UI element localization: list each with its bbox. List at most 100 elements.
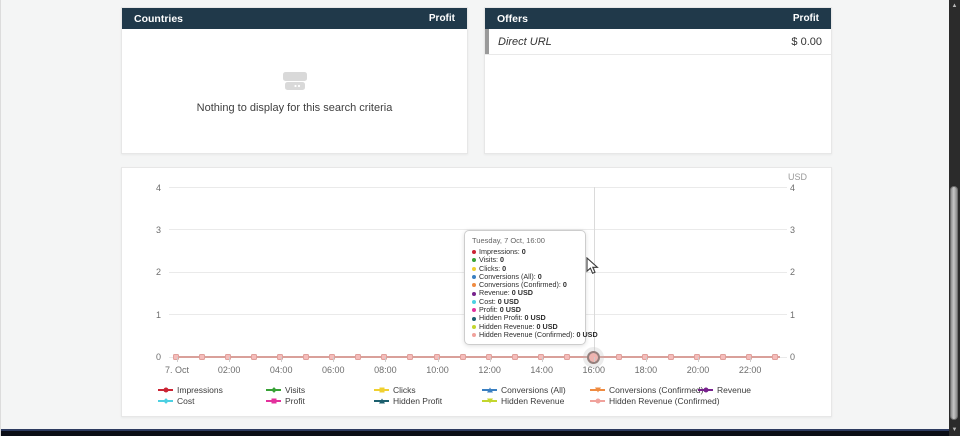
data-point-marker[interactable] xyxy=(667,353,674,360)
chart-legend: Impressions Visits Clicks Conversions (All)… xyxy=(158,385,806,406)
offer-row-accent-bar xyxy=(485,29,489,54)
legend-label: Visits xyxy=(285,385,306,395)
legend-item[interactable]: Hidden Profit xyxy=(374,396,482,406)
data-point-marker[interactable] xyxy=(225,353,232,360)
legend-item[interactable]: Clicks xyxy=(374,385,482,395)
data-point-marker[interactable] xyxy=(615,353,622,360)
data-point-marker[interactable] xyxy=(173,353,179,360)
data-point-marker[interactable] xyxy=(329,353,336,360)
legend-label: Hidden Revenue (Confirmed) xyxy=(609,396,720,406)
legend-item[interactable]: Hidden Revenue xyxy=(482,396,590,406)
legend-item[interactable]: Conversions (All) xyxy=(482,385,590,395)
data-point-marker[interactable] xyxy=(563,353,570,360)
data-point-marker[interactable] xyxy=(641,353,648,360)
tooltip-item: Conversions (All): 0 xyxy=(472,272,578,281)
tooltip-item: Revenue: 0 USD xyxy=(472,289,578,297)
y-axis-tick-label: 3 xyxy=(155,224,161,235)
y-axis-tick-label: 2 xyxy=(155,267,161,278)
tooltip-item: Hidden Revenue: 0 USD xyxy=(472,322,578,331)
scrollbar-thumb[interactable] xyxy=(950,186,958,420)
data-point-marker[interactable] xyxy=(511,353,518,360)
legend-item[interactable]: Cost xyxy=(158,396,266,406)
legend-triangle-down-marker-icon xyxy=(590,386,605,394)
legend-label: Conversions (Confirmed) xyxy=(609,385,704,395)
x-axis-tick-label: 7. Oct xyxy=(164,365,190,375)
x-axis-tick-label: 16:00 xyxy=(582,365,606,375)
y-axis-unit-label: USD xyxy=(788,172,808,182)
x-axis-tick xyxy=(541,357,543,362)
legend-item[interactable]: Revenue xyxy=(698,385,806,395)
x-axis-tick xyxy=(645,357,647,362)
data-point-marker[interactable] xyxy=(433,353,440,360)
empty-state-card-icon xyxy=(282,69,308,96)
countries-panel-header: Countries Profit xyxy=(122,8,467,29)
x-axis-tick-label: 08:00 xyxy=(374,365,397,375)
legend-circle-marker-icon xyxy=(158,386,173,394)
legend-triangle-marker-icon xyxy=(374,397,389,405)
scroll-up-icon[interactable]: ▲ xyxy=(951,3,958,9)
y-axis-tick-label: 1 xyxy=(155,309,161,320)
data-point-marker[interactable] xyxy=(694,353,700,360)
x-axis-tick-label: 02:00 xyxy=(217,365,241,375)
legend-square-marker-icon xyxy=(266,397,281,405)
legend-label: Revenue xyxy=(717,385,752,395)
x-axis-tick-label: 14:00 xyxy=(530,365,553,375)
bottom-window-edge xyxy=(1,429,960,436)
legend-item[interactable]: Impressions xyxy=(158,385,266,395)
x-axis-tick-label: 20:00 xyxy=(686,365,710,375)
scroll-down-icon[interactable]: ▼ xyxy=(951,427,958,433)
legend-label: Cost xyxy=(177,396,195,406)
x-axis-tick xyxy=(333,357,335,362)
legend-label: Conversions (All) xyxy=(501,385,566,395)
data-point-marker[interactable] xyxy=(303,353,310,360)
offer-profit-value: $ 0.00 xyxy=(791,35,822,48)
chart-tooltip: Tuesday, 7 Oct, 16:00 Impressions: 0 Visi… xyxy=(464,230,598,346)
x-axis-tick xyxy=(437,357,439,362)
y-axis-tick-label: 0 xyxy=(790,352,796,362)
x-axis-tick xyxy=(281,357,283,362)
data-point-marker[interactable] xyxy=(720,353,727,360)
tooltip-series-dot-icon xyxy=(472,299,476,304)
countries-panel: Countries Profit Nothing to display for … xyxy=(121,7,468,154)
offers-panel-header: Offers Profit xyxy=(485,8,831,29)
data-point-marker[interactable] xyxy=(772,353,779,360)
legend-item[interactable]: Visits xyxy=(266,385,374,395)
legend-square-marker-icon xyxy=(374,386,389,394)
data-point-marker[interactable] xyxy=(407,353,414,360)
empty-state-message: Nothing to display for this search crite… xyxy=(196,101,393,114)
tooltip-item: Hidden Revenue (Confirmed): 0 USD xyxy=(472,330,598,339)
scrollbar-track[interactable]: ▲ ▼ xyxy=(949,0,960,436)
chart-gridline xyxy=(169,229,787,231)
data-point-marker[interactable] xyxy=(277,353,284,360)
x-axis-tick-label: 10:00 xyxy=(426,365,449,375)
offer-row[interactable]: Direct URL $ 0.00 xyxy=(485,29,831,55)
x-axis-tick xyxy=(489,357,491,362)
x-axis-tick-label: 06:00 xyxy=(322,365,345,375)
offers-panel-title: Offers xyxy=(497,12,528,25)
legend-circle-marker-icon xyxy=(698,386,713,394)
chart-series-line xyxy=(173,356,780,358)
data-point-marker[interactable] xyxy=(355,353,362,360)
legend-item[interactable]: Hidden Revenue (Confirmed) xyxy=(590,396,720,406)
tooltip-title: Tuesday, 7 Oct, 16:00 xyxy=(472,236,545,245)
data-point-marker[interactable] xyxy=(199,353,206,360)
tooltip-series-dot-icon xyxy=(472,333,476,338)
tooltip-item: Hidden Profit: 0 USD xyxy=(472,314,578,322)
tooltip-item: Visits: 0 xyxy=(472,255,578,264)
legend-diamond-marker-icon xyxy=(158,397,173,405)
data-point-marker[interactable] xyxy=(459,353,466,360)
y-axis-tick-label: 4 xyxy=(155,182,161,193)
data-point-marker[interactable] xyxy=(485,353,492,360)
countries-panel-title: Countries xyxy=(134,12,184,25)
data-point-marker[interactable] xyxy=(537,353,544,360)
data-point-marker[interactable] xyxy=(251,353,258,360)
legend-triangle-marker-icon xyxy=(482,386,497,394)
x-axis-tick xyxy=(750,357,752,362)
data-point-marker[interactable] xyxy=(381,353,388,360)
legend-item[interactable]: Profit xyxy=(266,396,374,406)
tooltip-series-dot-icon xyxy=(472,266,476,271)
legend-item[interactable]: Conversions (Confirmed) xyxy=(590,385,703,395)
y-axis-tick-label: 0 xyxy=(155,352,161,362)
data-point-marker[interactable] xyxy=(746,353,753,360)
